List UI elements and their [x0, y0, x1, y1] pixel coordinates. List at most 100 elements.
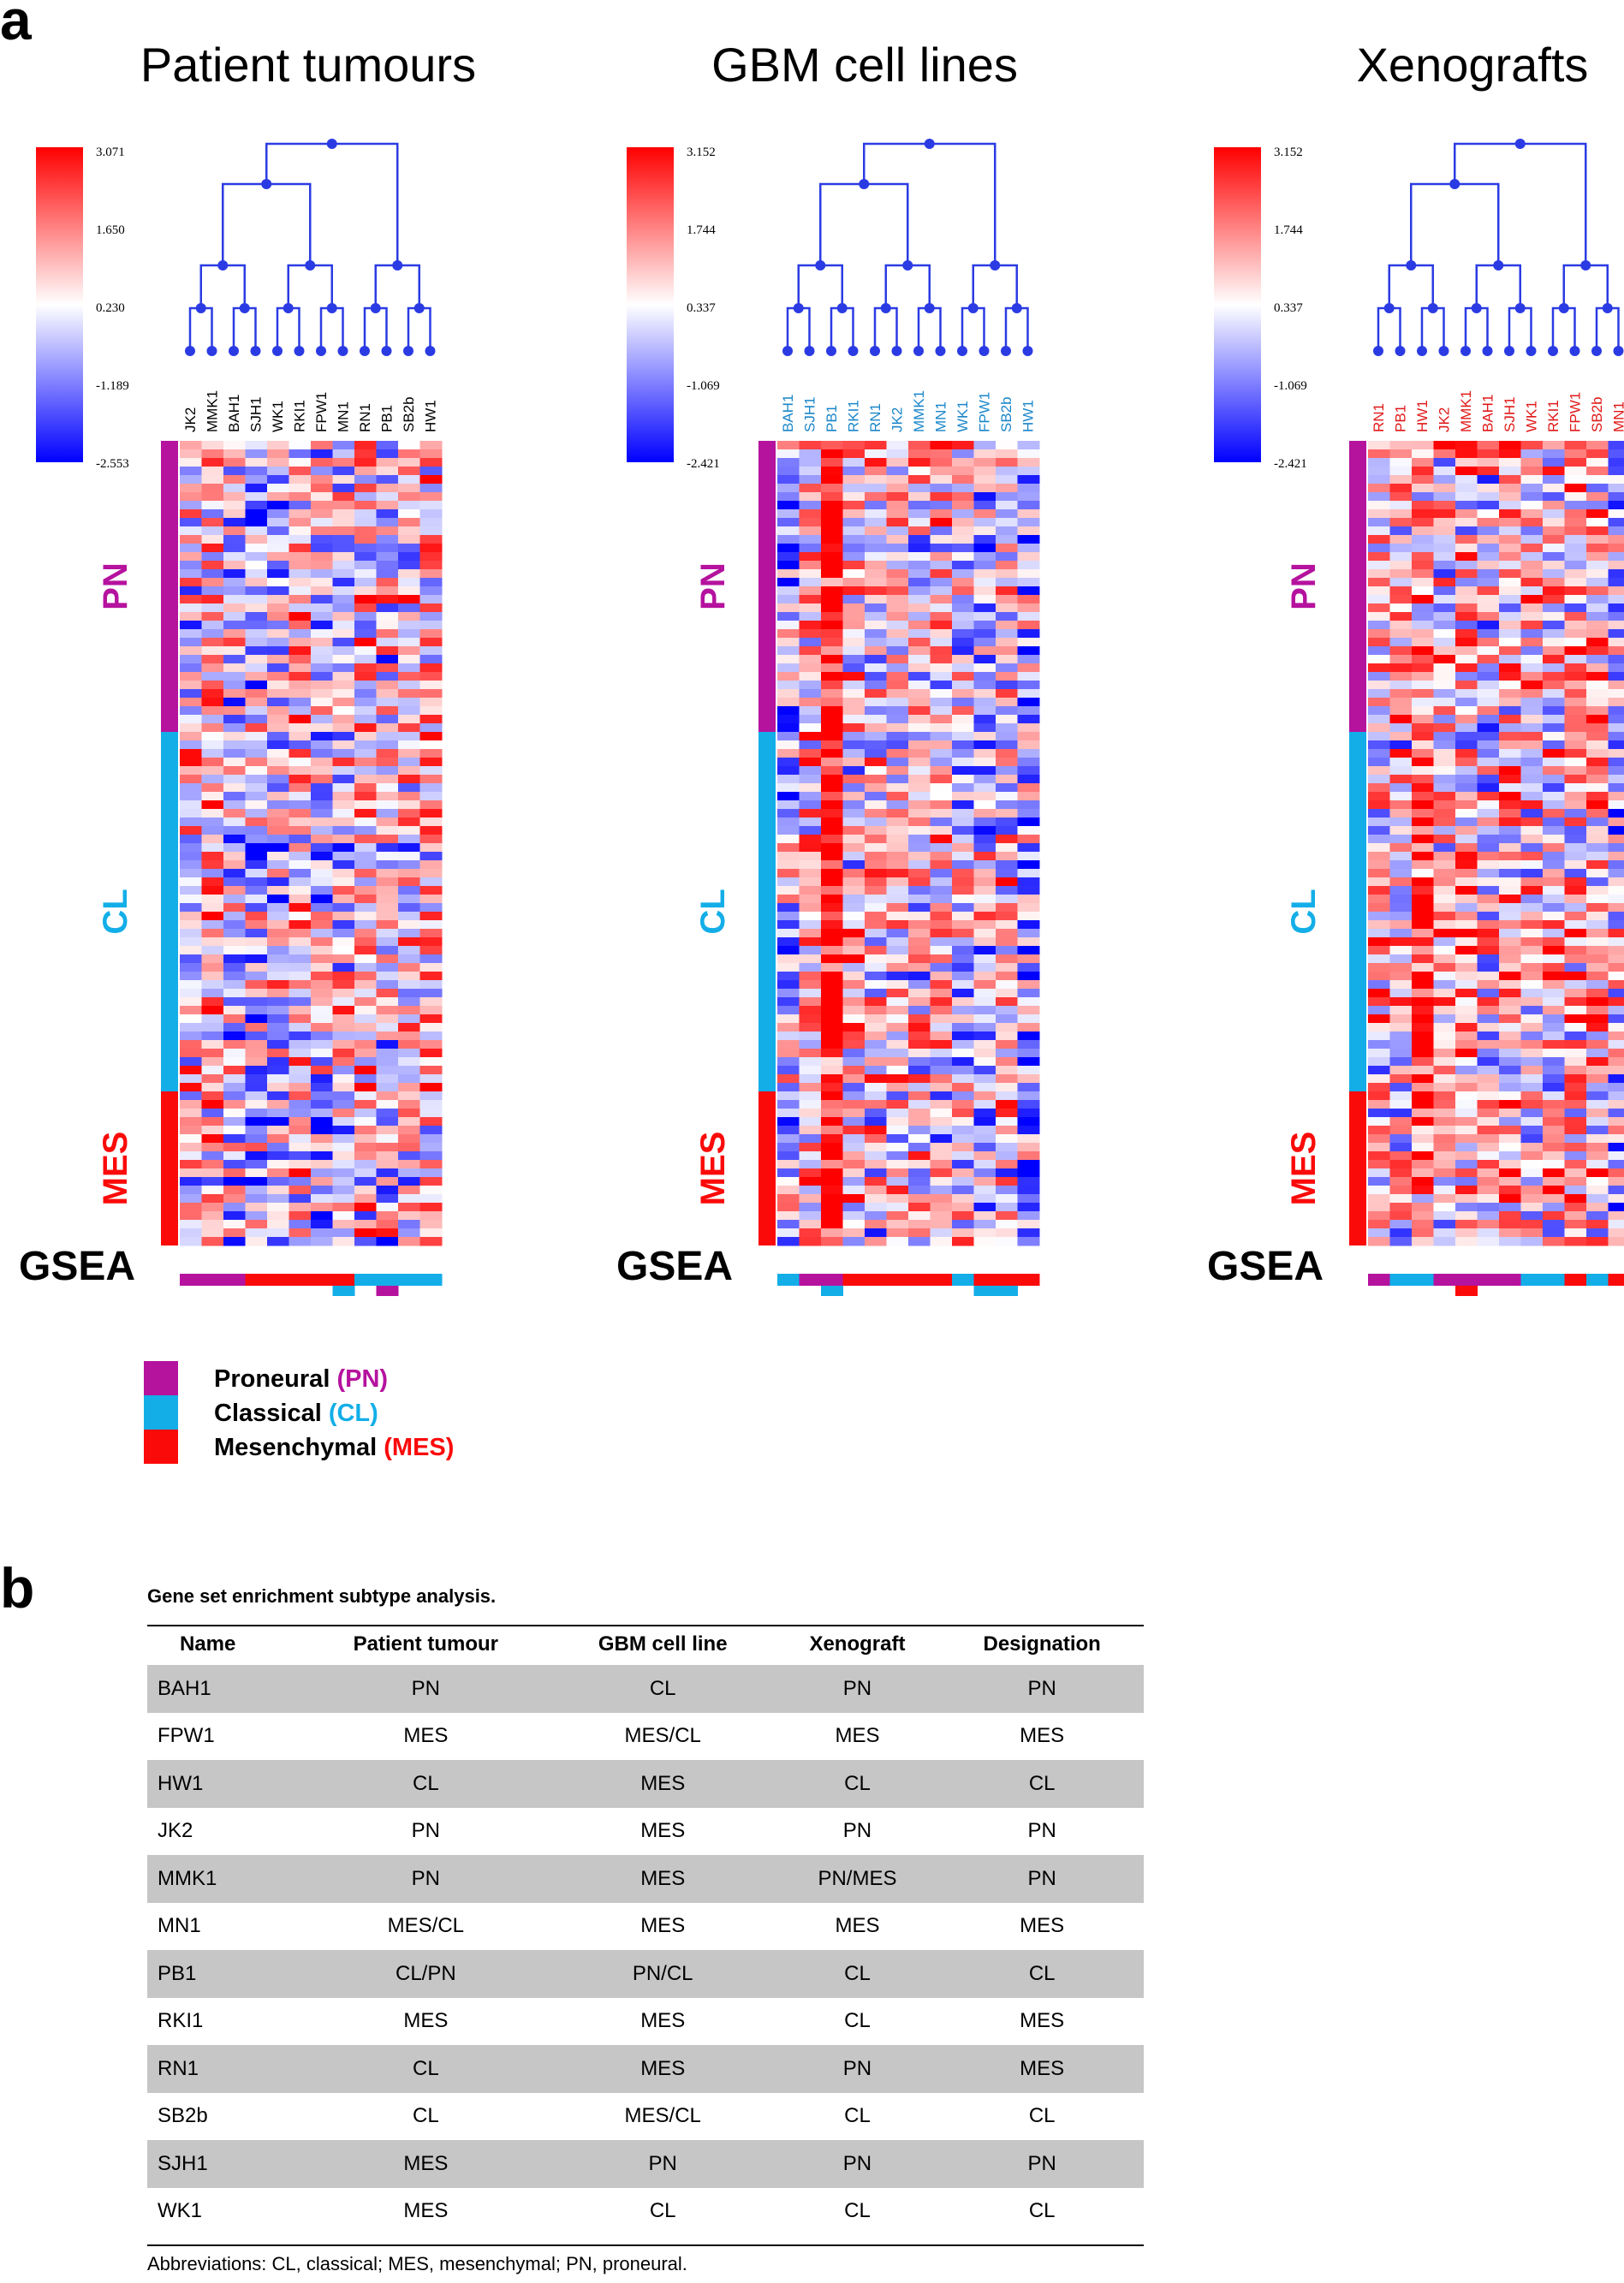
- heatmap-cell: [398, 775, 420, 784]
- heatmap-cell: [1608, 1151, 1624, 1161]
- heatmap-cell: [799, 646, 822, 656]
- heatmap-cell: [267, 852, 289, 861]
- heatmap-cell: [1389, 1151, 1413, 1161]
- heatmap-cell: [886, 1083, 909, 1092]
- heatmap-cell: [799, 638, 822, 647]
- heatmap-cell: [1564, 775, 1587, 784]
- heatmap-cell: [821, 1083, 843, 1092]
- heatmap-cell: [1586, 920, 1609, 930]
- heatmap-cell: [1586, 458, 1609, 467]
- heatmap-cell: [930, 1126, 953, 1135]
- heatmap-cell: [311, 569, 333, 579]
- heatmap-cell: [1608, 458, 1624, 467]
- heatmap-cell: [777, 920, 800, 930]
- heatmap-cell: [289, 638, 312, 647]
- heatmap-cell: [398, 595, 420, 604]
- heatmap-cell: [267, 1032, 289, 1041]
- heatmap-cell: [1017, 552, 1040, 562]
- heatmap-cell: [842, 1177, 866, 1186]
- heatmap-cell: [1586, 1151, 1609, 1161]
- heatmap-cell: [419, 1151, 443, 1161]
- heatmap-cell: [886, 1023, 909, 1032]
- heatmap-cell: [311, 1203, 333, 1212]
- heatmap-cell: [842, 612, 866, 621]
- column-label: JK2: [1437, 407, 1453, 432]
- heatmap-cell: [419, 535, 443, 544]
- heatmap-cell: [1477, 1006, 1500, 1015]
- heatmap-cell: [1477, 578, 1500, 587]
- heatmap-cell: [1412, 1220, 1434, 1229]
- gsea-bar: [267, 1274, 289, 1286]
- heatmap-cell: [1433, 1160, 1456, 1169]
- heatmap-cell: [311, 586, 333, 596]
- heatmap-cell: [1564, 1211, 1587, 1221]
- heatmap-cell: [311, 1168, 333, 1178]
- heatmap-cell: [1433, 972, 1456, 981]
- heatmap-cell: [1564, 552, 1587, 562]
- heatmap-cell: [311, 903, 333, 913]
- heatmap-cell: [799, 749, 822, 758]
- heatmap-cell: [289, 775, 312, 784]
- heatmap-cell: [1017, 1049, 1040, 1058]
- heatmap-cell: [1477, 1126, 1500, 1135]
- heatmap-cell: [1564, 1143, 1587, 1152]
- heatmap-cell: [267, 1186, 289, 1195]
- heatmap-cell: [1477, 484, 1500, 493]
- heatmap-cell: [223, 740, 246, 750]
- heatmap-cell: [223, 578, 246, 587]
- heatmap-cell: [1017, 492, 1040, 502]
- gsea-bar: [376, 1274, 399, 1286]
- heatmap-cell: [180, 621, 202, 630]
- heatmap-cell: [973, 1006, 996, 1015]
- heatmap-cell: [289, 501, 312, 510]
- heatmap-cell: [376, 1143, 399, 1152]
- heatmap-cell: [821, 929, 843, 938]
- heatmap-cell: [376, 758, 399, 767]
- heatmap-cell: [180, 783, 202, 793]
- heatmap-cell: [201, 1186, 224, 1195]
- heatmap-cell: [311, 689, 333, 699]
- heatmap-cell: [180, 501, 202, 510]
- heatmap-cell: [245, 732, 268, 741]
- heatmap-cell: [1477, 475, 1500, 485]
- gsea-bar: [930, 1274, 953, 1286]
- heatmap-cell: [1455, 912, 1478, 921]
- heatmap-cell: [1412, 1049, 1434, 1058]
- heatmap-cell: [311, 972, 333, 981]
- heatmap-cell: [1499, 1211, 1521, 1221]
- heatmap-cell: [930, 809, 953, 818]
- heatmap-cell: [1017, 578, 1040, 587]
- dendrogram-leaf: [1417, 346, 1427, 356]
- heatmap-cell: [996, 877, 1018, 887]
- heatmap-cell: [245, 1194, 268, 1204]
- heatmap-cell: [908, 552, 931, 562]
- heatmap-cell: [398, 484, 420, 493]
- legend-name: Classical: [214, 1400, 329, 1427]
- heatmap-cell: [332, 749, 355, 758]
- heatmap-cell: [973, 929, 996, 938]
- column-label: MMK1: [911, 390, 927, 432]
- heatmap-cell: [1499, 698, 1521, 707]
- heatmap-cell: [180, 1194, 202, 1204]
- heatmap-cell: [886, 1220, 909, 1229]
- heatmap-cell: [952, 544, 974, 553]
- heatmap-cell: [1455, 1194, 1478, 1204]
- heatmap-cell: [245, 501, 268, 510]
- heatmap-cell: [1412, 1109, 1434, 1118]
- heatmap-cell: [1389, 1014, 1413, 1024]
- heatmap-cell: [267, 629, 289, 639]
- heatmap-cell: [973, 980, 996, 990]
- heatmap-cell: [1455, 886, 1478, 895]
- heatmap-cell: [1608, 1126, 1624, 1135]
- heatmap-cell: [311, 1040, 333, 1049]
- heatmap-cell: [419, 1220, 443, 1229]
- heatmap-cell: [223, 1032, 246, 1041]
- heatmap-cell: [311, 467, 333, 476]
- heatmap-cell: [245, 1220, 268, 1229]
- heatmap-cell: [376, 997, 399, 1007]
- heatmap-cell: [1564, 509, 1587, 519]
- heatmap-cell: [1586, 954, 1609, 964]
- heatmap-cell: [201, 1220, 224, 1229]
- heatmap-cell: [311, 1049, 333, 1058]
- heatmap-cell: [865, 886, 887, 895]
